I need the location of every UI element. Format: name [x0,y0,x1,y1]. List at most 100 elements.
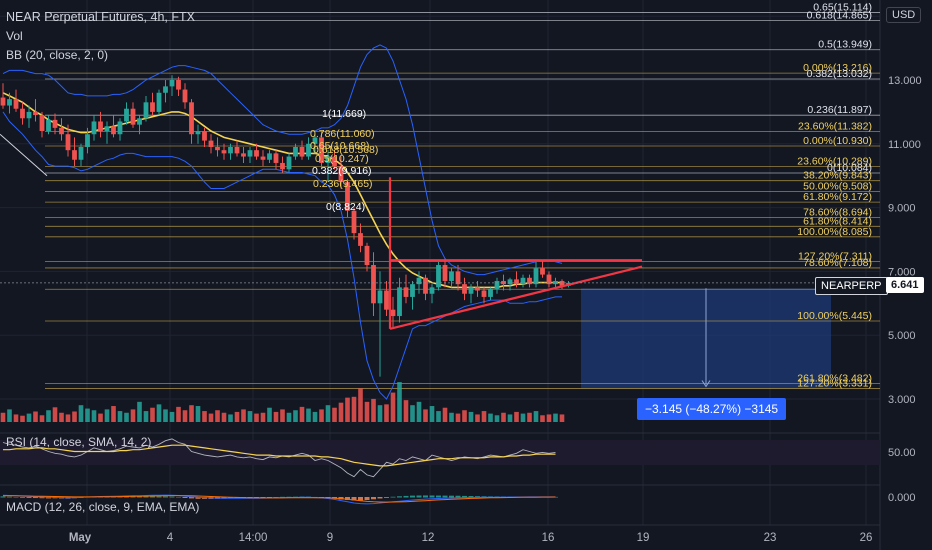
macd-histogram-bar [364,497,370,501]
candle-body [306,143,311,157]
volume-bar [397,382,402,422]
candle-body [286,156,292,170]
volume-bar [208,413,214,422]
candle-body [7,99,12,106]
candle-body [91,121,97,135]
candle-body [351,210,357,234]
inner-fib-label: 0.236(9.465) [313,178,373,190]
candle [221,143,227,160]
volume-bar [520,413,526,422]
candle [52,113,58,135]
macd-legend[interactable]: MACD (12, 26, close, 9, EMA, EMA) [6,500,200,514]
candle [423,274,428,301]
candle [189,99,194,144]
fib-label: 0.382(13.032) [807,68,872,80]
symbol-tag: NEARPERP [815,277,888,295]
bb-legend[interactable]: BB (20, close, 2, 0) [6,48,109,62]
macd-histogram-bar [384,497,389,498]
rsi-pane: 50.00 [0,438,916,478]
macd-histogram-bar [137,496,142,498]
candle-body [533,268,539,285]
macd-histogram-bar [351,497,357,501]
candle-body [59,127,64,135]
macd-histogram-bar [416,495,422,498]
volume-bar [182,410,188,422]
candle-body [254,150,259,157]
candle [26,105,32,128]
macd-histogram-bar [390,496,396,498]
candle [501,274,506,291]
candle [33,99,38,122]
macd-histogram-bar [468,496,474,498]
price-tick-label: 9.000 [888,203,916,215]
fib-label: 50.00%(9.508) [803,180,872,192]
candle-body [546,274,552,285]
inner-fib-label: 0.618(10.568) [313,144,378,156]
triangle-bottom-edge [389,265,643,330]
macd-histogram-bar [475,496,480,498]
volume-bar [215,410,220,422]
fib-label: 38.20%(9.843) [803,170,872,182]
price-tick-label: 5.000 [888,330,916,342]
macd-tick-label: 0.000 [888,492,916,504]
volume-bar [78,405,84,422]
price-tick-label: 3.000 [888,394,916,406]
macd-histogram-bar [455,495,461,498]
volume-bar [280,409,285,422]
candle-body [293,146,298,157]
candle [267,150,272,163]
candle-body [189,102,194,135]
macd-pane: 0.000 [0,492,916,505]
volume-legend[interactable]: Vol [6,29,23,43]
time-tick-label: 4 [167,532,174,544]
last-price-tag: 6.641 [886,277,924,293]
volume-bar [319,409,324,422]
candle-body [111,126,116,135]
macd-histogram-bar [130,496,136,498]
volume-bar [33,411,38,422]
candle-body [494,280,500,289]
candle [462,277,467,301]
candle-body [527,277,532,285]
macd-histogram-bar [358,497,363,501]
candle-body [104,126,110,132]
candle [338,156,344,189]
candle-body [33,111,38,116]
volume-bar [65,414,71,422]
candle [156,89,162,116]
macd-histogram-bar [273,497,279,498]
macd-histogram-bar [163,496,168,498]
volume-bar [286,412,292,422]
volume-bar [176,406,181,422]
currency-selector[interactable]: USD [886,7,922,23]
volume-bar [449,412,454,422]
volume-bar [553,413,558,422]
candle-body [247,150,253,157]
fib-label: 78.60%(8.694) [803,206,872,218]
volume-bar [202,411,207,422]
candle-body [156,92,162,112]
volume-bar [260,412,266,422]
rsi-legend[interactable]: RSI (14, close, SMA, 14, 2) [6,435,152,449]
candle-body [338,166,344,183]
volume-bar [143,411,149,422]
volume-bar [455,413,461,422]
candles [0,75,571,377]
candle-body [130,108,136,125]
macd-histogram-bar [377,497,383,499]
fib-label: 61.80%(8.414) [803,215,872,227]
candle-body [85,134,90,147]
fib-label: 23.60%(10.289) [797,155,872,167]
volume-bar [247,411,253,422]
volume-bar [494,415,500,422]
candle [247,146,253,163]
candle-body [13,99,19,109]
volume-bar [533,411,539,422]
candle-body [221,150,227,154]
macd-histogram-bar [449,495,454,498]
candle [46,115,51,135]
candle [345,178,350,218]
volume-bar [468,411,474,422]
candle-body [449,271,454,281]
